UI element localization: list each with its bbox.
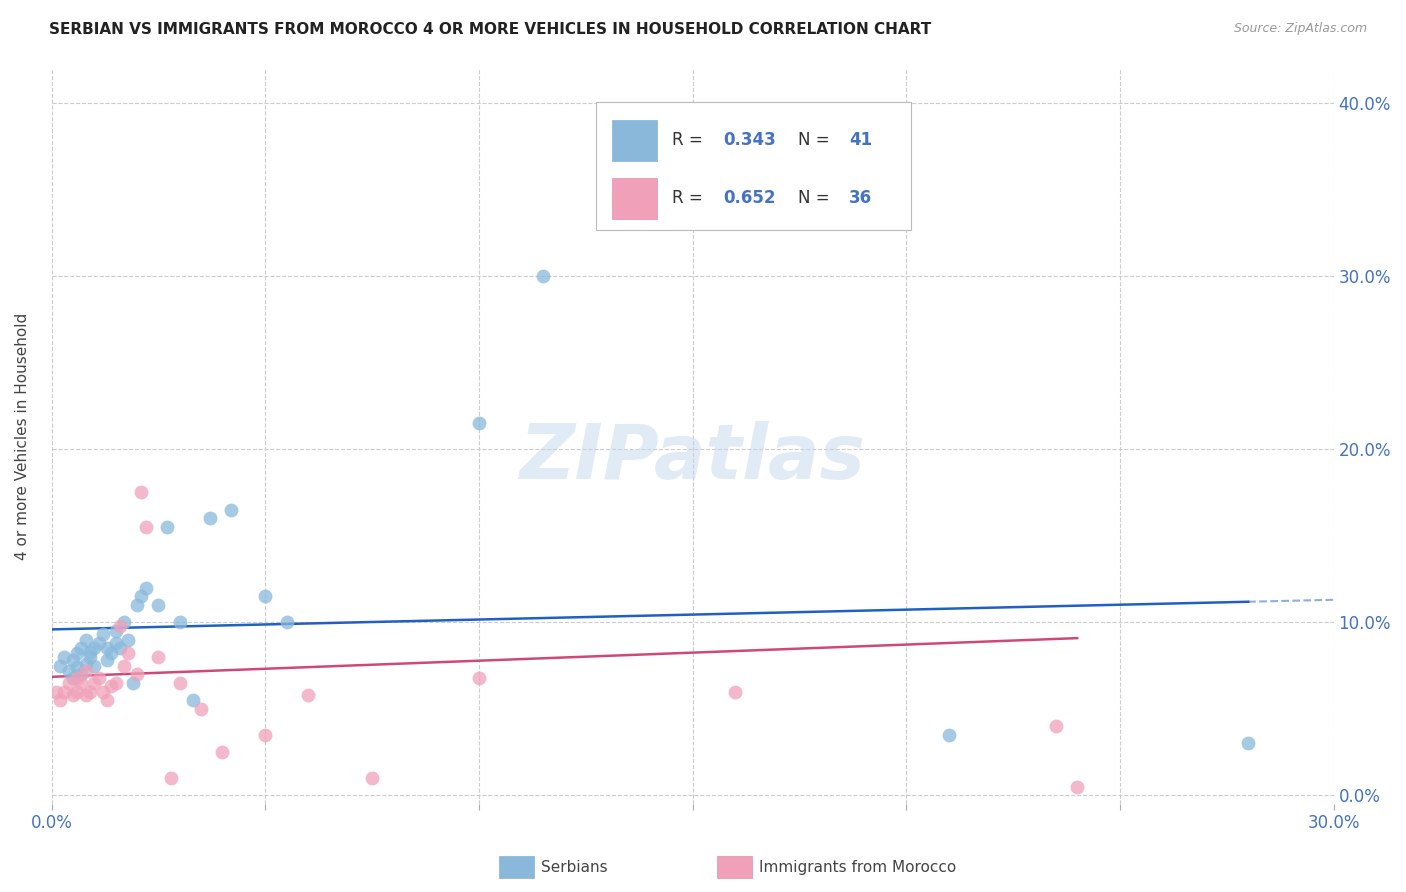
Point	[148, 598, 170, 612]
Text: 0.652: 0.652	[723, 189, 776, 207]
Point	[104, 624, 127, 638]
Point	[66, 671, 89, 685]
Point	[254, 728, 277, 742]
Text: Source: ZipAtlas.com: Source: ZipAtlas.com	[1233, 22, 1367, 36]
Point	[531, 269, 554, 284]
Point	[1237, 736, 1260, 750]
Point	[468, 671, 491, 685]
Point	[724, 684, 747, 698]
Point	[125, 598, 148, 612]
Point	[112, 615, 135, 630]
Text: N =: N =	[797, 189, 835, 207]
Point	[129, 485, 152, 500]
Point	[297, 688, 319, 702]
FancyBboxPatch shape	[596, 102, 911, 230]
Point	[135, 520, 157, 534]
Point	[682, 122, 704, 136]
Point	[62, 671, 84, 685]
Point	[79, 684, 101, 698]
Point	[148, 649, 170, 664]
Point	[83, 676, 105, 690]
Point	[91, 684, 114, 698]
Point	[70, 641, 93, 656]
Point	[49, 693, 72, 707]
Point	[211, 745, 233, 759]
Point	[53, 649, 76, 664]
Text: R =: R =	[672, 189, 709, 207]
Point	[70, 667, 93, 681]
Bar	[612, 120, 657, 161]
Point	[276, 615, 298, 630]
Text: 41: 41	[849, 131, 872, 149]
Text: N =: N =	[797, 131, 835, 149]
Point	[45, 684, 67, 698]
Point	[96, 641, 118, 656]
Point	[87, 636, 110, 650]
Point	[75, 657, 97, 671]
Point	[66, 660, 89, 674]
Y-axis label: 4 or more Vehicles in Household: 4 or more Vehicles in Household	[15, 312, 30, 560]
Point	[83, 641, 105, 656]
Point	[938, 728, 960, 742]
Text: ZIPatlas: ZIPatlas	[520, 421, 866, 495]
Point	[62, 653, 84, 667]
Point	[75, 688, 97, 702]
Point	[181, 693, 204, 707]
Point	[129, 590, 152, 604]
Point	[108, 641, 131, 656]
Point	[49, 658, 72, 673]
Point	[135, 581, 157, 595]
Point	[96, 693, 118, 707]
Point	[125, 667, 148, 681]
Point	[468, 417, 491, 431]
Point	[100, 647, 122, 661]
Point	[100, 679, 122, 693]
Point	[1066, 780, 1088, 794]
Point	[1045, 719, 1067, 733]
Point	[121, 676, 143, 690]
Point	[198, 511, 221, 525]
Text: R =: R =	[672, 131, 709, 149]
Point	[58, 664, 80, 678]
Point	[53, 684, 76, 698]
Text: SERBIAN VS IMMIGRANTS FROM MOROCCO 4 OR MORE VEHICLES IN HOUSEHOLD CORRELATION C: SERBIAN VS IMMIGRANTS FROM MOROCCO 4 OR …	[49, 22, 931, 37]
Point	[75, 664, 97, 678]
Bar	[612, 178, 657, 219]
Point	[112, 658, 135, 673]
Point	[156, 520, 179, 534]
Point	[62, 688, 84, 702]
Point	[91, 627, 114, 641]
Point	[117, 647, 139, 661]
Point	[66, 684, 89, 698]
Point	[79, 649, 101, 664]
Point	[83, 658, 105, 673]
Point	[58, 676, 80, 690]
Text: 0.343: 0.343	[723, 131, 776, 149]
Point	[87, 671, 110, 685]
Point	[254, 590, 277, 604]
Point	[75, 632, 97, 647]
Point	[108, 619, 131, 633]
Point	[79, 645, 101, 659]
Text: 36: 36	[849, 189, 872, 207]
Point	[169, 615, 191, 630]
Point	[104, 636, 127, 650]
Point	[66, 647, 89, 661]
Text: Immigrants from Morocco: Immigrants from Morocco	[759, 860, 956, 874]
Point	[190, 702, 212, 716]
Point	[117, 632, 139, 647]
Point	[361, 771, 384, 785]
Point	[96, 653, 118, 667]
Point	[104, 676, 127, 690]
Text: Serbians: Serbians	[541, 860, 607, 874]
Point	[160, 771, 183, 785]
Point	[70, 676, 93, 690]
Point	[219, 503, 242, 517]
Point	[169, 676, 191, 690]
